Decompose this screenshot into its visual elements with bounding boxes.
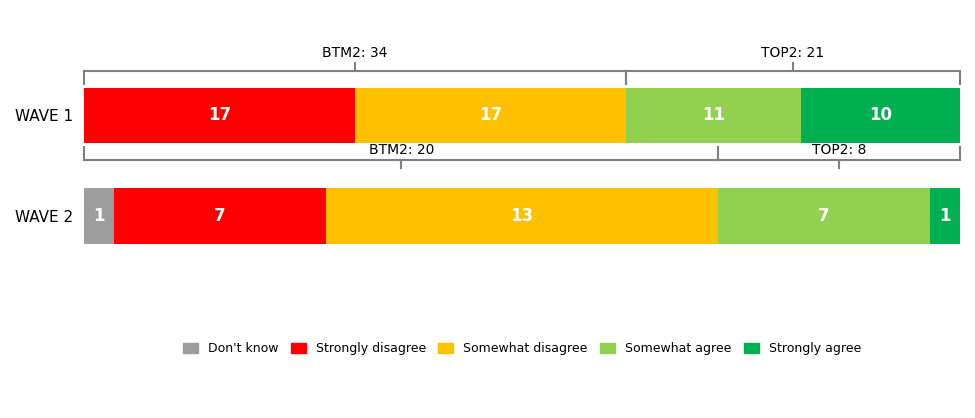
Text: 7: 7 [214,207,226,225]
Bar [114,188,326,244]
Text: 17: 17 [479,107,502,125]
Text: BTM2: 34: BTM2: 34 [323,46,388,60]
Text: 17: 17 [208,107,231,125]
Bar [84,88,355,143]
Bar [355,88,626,143]
Bar [719,188,930,244]
Text: BTM2: 20: BTM2: 20 [369,143,434,157]
Text: 1: 1 [939,207,951,225]
Bar [326,188,719,244]
Bar [84,188,114,244]
Text: TOP2: 21: TOP2: 21 [761,46,825,60]
Text: 10: 10 [869,107,892,125]
Legend: Don't know, Strongly disagree, Somewhat disagree, Somewhat agree, Strongly agree: Don't know, Strongly disagree, Somewhat … [177,337,867,360]
Bar [800,88,960,143]
Bar [930,188,960,244]
Text: TOP2: 8: TOP2: 8 [812,143,867,157]
Text: 11: 11 [702,107,724,125]
Text: 1: 1 [94,207,105,225]
Text: 7: 7 [818,207,830,225]
Text: 13: 13 [511,207,533,225]
Bar [626,88,800,143]
